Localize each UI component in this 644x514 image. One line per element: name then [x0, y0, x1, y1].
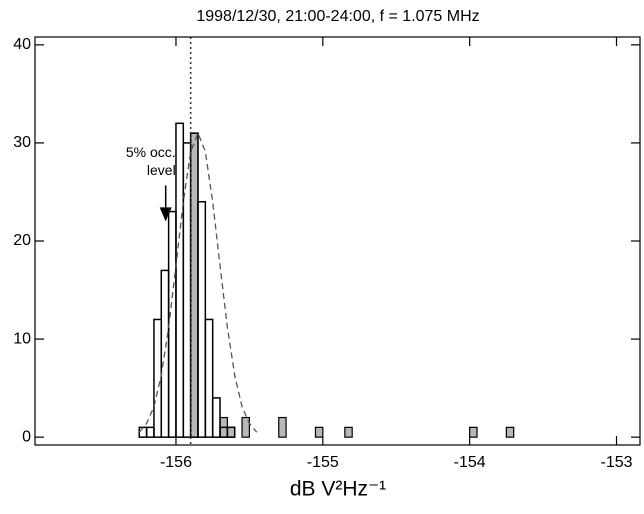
annotation-arrowhead	[159, 207, 172, 222]
annotation-text: 5% occ.	[126, 144, 176, 160]
histogram-bar	[226, 426, 236, 438]
histogram-bar	[175, 122, 185, 438]
x-tick-label: -156	[160, 454, 192, 471]
shaded-bar	[469, 426, 478, 438]
histogram-bar	[197, 201, 207, 438]
chart-title: 1998/12/30, 21:00-24:00, f = 1.075 MHz	[196, 8, 479, 25]
shaded-bar	[278, 416, 287, 438]
y-tick-label: 0	[22, 428, 31, 445]
x-axis-label: dB V²Hz⁻¹	[290, 478, 386, 501]
shaded-bar	[241, 416, 250, 438]
histogram-bar	[153, 318, 163, 438]
histogram-bar	[182, 142, 192, 438]
histogram-bar	[145, 426, 155, 438]
annotation-text: level	[147, 162, 176, 178]
histogram-bar	[167, 210, 177, 438]
y-tick-label: 30	[13, 134, 31, 151]
shaded-bar	[226, 426, 236, 438]
y-tick-label: 20	[13, 232, 31, 249]
shaded-bar	[190, 132, 199, 438]
fit-curve	[138, 131, 258, 433]
x-tick-label: -153	[600, 454, 632, 471]
histogram-bar	[211, 397, 221, 438]
shaded-bar	[344, 426, 353, 438]
histogram-bar	[204, 318, 214, 438]
shaded-bar	[505, 426, 515, 438]
y-tick-label: 40	[13, 36, 31, 53]
plot-frame	[34, 36, 641, 446]
x-tick-label: -154	[454, 454, 486, 471]
x-tick-label: -155	[307, 454, 339, 471]
shaded-bar	[314, 426, 324, 438]
y-tick-label: 10	[13, 330, 31, 347]
